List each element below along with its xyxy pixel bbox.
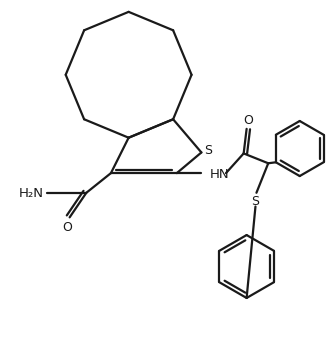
Text: O: O <box>244 115 254 127</box>
Text: HN: HN <box>210 168 230 180</box>
Text: S: S <box>252 195 260 208</box>
Text: S: S <box>204 144 212 157</box>
Text: O: O <box>63 221 72 234</box>
Text: H₂N: H₂N <box>19 187 44 200</box>
